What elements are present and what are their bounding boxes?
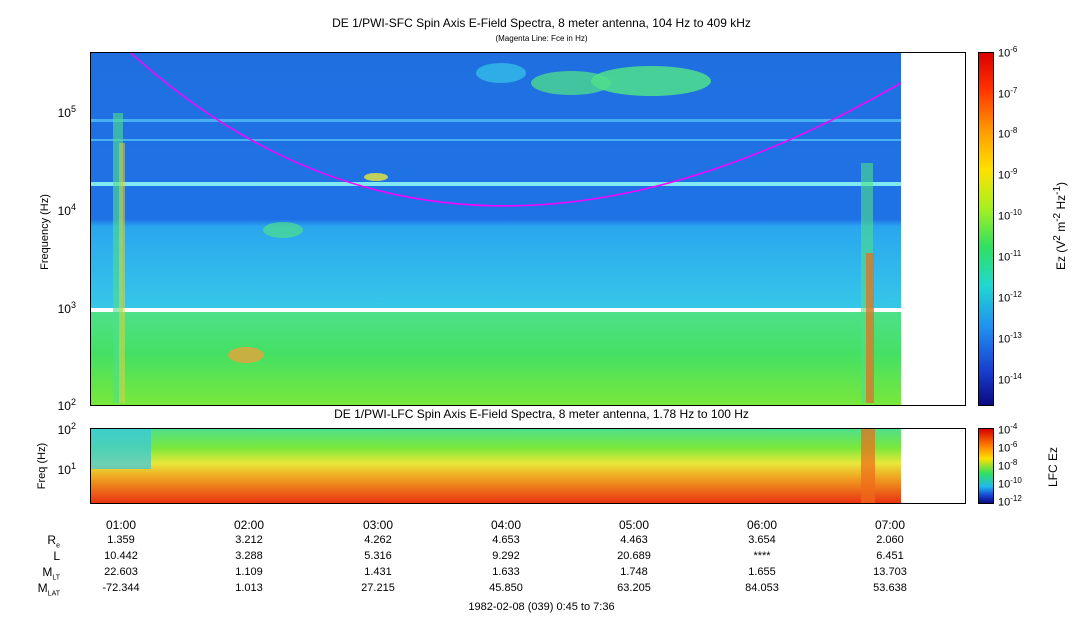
- fce-line: [130, 53, 902, 207]
- lfc-cbtick: 10-12: [998, 494, 1022, 509]
- lfc-ytick: 102: [57, 421, 76, 437]
- lfc-cbtick: 10-6: [998, 440, 1018, 455]
- sfc-cbtick: 10-11: [998, 249, 1022, 264]
- sfc-interference-line: [91, 182, 901, 186]
- sfc-cbtick: 10-7: [998, 86, 1018, 101]
- sfc-empty-area: [901, 53, 965, 405]
- ephem-cell: 1.013: [235, 582, 263, 594]
- sfc-cbtick: 10-12: [998, 290, 1022, 305]
- lfc-colorbar: [978, 428, 994, 504]
- time-tick: 03:00: [362, 518, 394, 532]
- ephem-cell: 2.060: [876, 534, 904, 546]
- lfc-ylabel: Freq (Hz): [36, 442, 48, 490]
- sfc-cbtick: 10-9: [998, 167, 1018, 182]
- sfc-bursts: [113, 63, 874, 403]
- sfc-spectrogram-svg: [91, 53, 965, 405]
- lfc-empty-area: [901, 429, 965, 503]
- sfc-ytick: 104: [57, 202, 76, 218]
- sfc-interference-line: [91, 139, 901, 141]
- ephem-cell: 10.442: [104, 550, 138, 562]
- sfc-title: DE 1/PWI-SFC Spin Axis E-Field Spectra, …: [332, 16, 751, 30]
- sfc-subtitle: (Magenta Line: Fce in Hz): [495, 34, 588, 43]
- sfc-interference-line: [91, 119, 901, 122]
- sfc-ytick: 102: [57, 397, 76, 413]
- ephem-row-label: L: [53, 549, 60, 563]
- ephem-cell: 63.205: [617, 582, 651, 594]
- ephem-cell: 1.109: [235, 566, 263, 578]
- ephem-cell: 1.748: [620, 566, 648, 578]
- ephem-cell: 1.633: [492, 566, 520, 578]
- sfc-ylabel: Frequency (Hz): [39, 194, 51, 270]
- lfc-cbtick: 10-10: [998, 476, 1022, 491]
- time-tick: 04:00: [490, 518, 522, 532]
- time-tick: 07:00: [874, 518, 906, 532]
- ephem-cell: 5.316: [364, 550, 392, 562]
- sfc-cbtick: 10-14: [998, 372, 1022, 387]
- ephem-cell: 27.215: [361, 582, 395, 594]
- lfc-spectrogram-svg: [91, 429, 965, 503]
- sfc-ytick: 103: [57, 300, 76, 316]
- ephem-row-label: MLT: [42, 565, 60, 582]
- lfc-spectrogram: [90, 428, 966, 504]
- ephem-cell: 6.451: [876, 550, 904, 562]
- ephem-cell: 3.288: [235, 550, 263, 562]
- ephem-row-label: Re: [47, 533, 60, 550]
- ephem-row-label: MLAT: [37, 581, 60, 598]
- lfc-cbtick: 10-4: [998, 422, 1018, 437]
- ephem-cell: -72.344: [102, 582, 140, 594]
- time-tick: 05:00: [618, 518, 650, 532]
- ephem-cell: 4.653: [492, 534, 520, 546]
- sfc-colorbar: [978, 52, 994, 406]
- ephem-cell: 22.603: [104, 566, 138, 578]
- ephem-cell: 4.463: [620, 534, 648, 546]
- sfc-cbtick: 10-10: [998, 208, 1022, 223]
- ephem-cell: 84.053: [745, 582, 779, 594]
- lfc-title: DE 1/PWI-LFC Spin Axis E-Field Spectra, …: [334, 407, 749, 421]
- ephem-cell: 1.359: [107, 534, 135, 546]
- ephem-cell: 3.654: [748, 534, 776, 546]
- sfc-cbtick: 10-8: [998, 126, 1018, 141]
- time-tick: 02:00: [233, 518, 265, 532]
- sfc-ytick: 105: [57, 104, 76, 120]
- ephem-cell: 1.431: [364, 566, 392, 578]
- lfc-colorbar-label: LFC Ez: [1046, 447, 1060, 488]
- ephem-cell: 45.850: [489, 582, 523, 594]
- sfc-data-area: [91, 53, 901, 405]
- time-tick: 06:00: [746, 518, 778, 532]
- time-range-footer: 1982-02-08 (039) 0:45 to 7:36: [468, 601, 615, 613]
- lfc-cbtick: 10-8: [998, 458, 1018, 473]
- ephem-cell: 20.689: [617, 550, 651, 562]
- sfc-data-gap: [91, 308, 901, 312]
- sfc-colorbar-label: Ez (V2 m-2 Hz-1): [1052, 181, 1068, 271]
- ephem-cell: 13.703: [873, 566, 907, 578]
- sfc-cbtick: 10-13: [998, 331, 1022, 346]
- ephem-cell: ****: [753, 550, 771, 562]
- sfc-cbtick: 10-6: [998, 45, 1018, 60]
- ephem-cell: 1.655: [748, 566, 776, 578]
- lfc-ytick: 101: [57, 461, 76, 477]
- ephem-cell: 3.212: [235, 534, 263, 546]
- sfc-spectrogram: [90, 52, 966, 406]
- ephem-cell: 9.292: [492, 550, 520, 562]
- ephem-cell: 4.262: [364, 534, 392, 546]
- lfc-data-area: [91, 429, 901, 503]
- ephem-cell: 53.638: [873, 582, 907, 594]
- time-tick: 01:00: [105, 518, 137, 532]
